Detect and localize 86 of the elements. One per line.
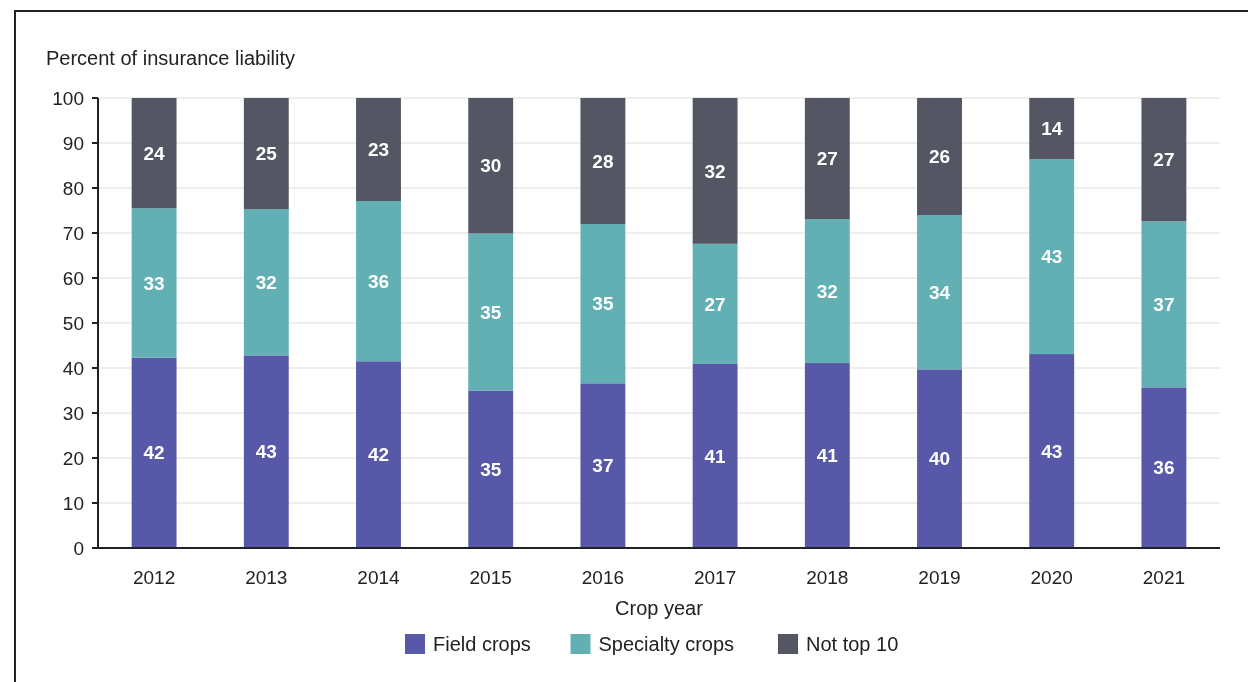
- data-label: 43: [1041, 440, 1063, 462]
- data-label: 40: [928, 448, 951, 470]
- x-tick-label: 2019: [918, 566, 961, 588]
- data-label: 36: [1153, 457, 1175, 479]
- bar: [917, 98, 962, 215]
- data-label: 43: [255, 441, 277, 463]
- data-label: 35: [592, 293, 614, 315]
- data-label: 25: [255, 143, 278, 165]
- data-label: 23: [367, 139, 390, 161]
- bar: [804, 363, 850, 548]
- data-label: 30: [480, 155, 502, 177]
- y-tick-label: 0: [73, 537, 84, 559]
- bar: [131, 98, 177, 209]
- bar: [1141, 98, 1187, 222]
- legend-label: Not top 10: [806, 633, 899, 655]
- bar: [580, 224, 626, 384]
- data-label: 26: [928, 146, 951, 168]
- bar: [1141, 387, 1187, 548]
- x-tick-label: 2020: [1030, 566, 1073, 588]
- bar: [243, 98, 289, 210]
- bar: [804, 219, 850, 364]
- data-label: 32: [255, 271, 277, 293]
- bar: [1141, 221, 1187, 388]
- y-tick-label: 50: [62, 312, 84, 334]
- y-tick-label: 60: [62, 267, 84, 289]
- data-label: 37: [1153, 293, 1175, 315]
- x-axis-title: Crop year: [615, 597, 704, 619]
- data-label: 27: [704, 293, 726, 315]
- data-label: 35: [480, 458, 502, 480]
- data-label: 33: [143, 272, 165, 294]
- bar: [1029, 354, 1075, 548]
- data-label: 35: [480, 301, 502, 323]
- bar: [131, 357, 177, 548]
- legend-label: Specialty crops: [598, 633, 735, 655]
- bar: [1029, 159, 1075, 355]
- data-label: 14: [1041, 118, 1063, 140]
- x-tick-label: 2017: [693, 566, 737, 588]
- bar: [356, 98, 401, 202]
- bar: [1029, 98, 1075, 160]
- legend-label: Field crops: [433, 633, 531, 655]
- bar: [468, 98, 514, 234]
- x-tick-label: 2013: [245, 566, 288, 588]
- bar: [580, 98, 626, 224]
- y-tick-label: 90: [62, 132, 84, 154]
- data-label: 37: [592, 455, 614, 477]
- y-tick-label: 10: [62, 492, 84, 514]
- bar: [468, 390, 514, 548]
- y-tick-label: 100: [52, 87, 84, 109]
- bar: [243, 355, 289, 548]
- data-label: 28: [592, 150, 614, 172]
- bar: [917, 215, 962, 370]
- data-label: 32: [704, 160, 726, 182]
- bar: [692, 98, 738, 244]
- data-label: 27: [816, 148, 838, 170]
- bar: [580, 383, 626, 548]
- y-tick-label: 30: [62, 402, 84, 424]
- x-tick-label: 2012: [132, 566, 176, 588]
- x-tick-label: 2015: [469, 566, 512, 588]
- y-axis-title: Percent of insurance liability: [46, 47, 296, 69]
- data-label: 36: [367, 270, 390, 292]
- x-tick-label: 2016: [581, 566, 625, 588]
- x-tick-label: 2021: [1142, 566, 1186, 588]
- bar: [692, 363, 738, 548]
- bar: [692, 243, 738, 364]
- bar: [243, 209, 289, 356]
- data-label: 24: [143, 142, 166, 164]
- bar: [917, 369, 962, 548]
- data-label: 27: [1153, 149, 1175, 171]
- data-label: 41: [816, 445, 839, 467]
- y-tick-label: 20: [62, 447, 84, 469]
- y-tick-label: 40: [62, 357, 84, 379]
- data-label: 42: [367, 444, 390, 466]
- data-label: 41: [704, 445, 727, 467]
- data-label: 42: [143, 442, 165, 464]
- y-tick-label: 70: [62, 222, 84, 244]
- bar: [131, 208, 177, 358]
- x-tick-label: 2018: [806, 566, 849, 588]
- x-tick-label: 2014: [357, 566, 401, 588]
- y-tick-label: 80: [62, 177, 84, 199]
- bar: [804, 98, 850, 220]
- bar: [468, 233, 514, 391]
- data-label: 32: [816, 280, 838, 302]
- bar: [356, 361, 401, 548]
- data-label: 34: [928, 281, 951, 303]
- data-label: 43: [1041, 246, 1063, 268]
- bar: [356, 201, 401, 362]
